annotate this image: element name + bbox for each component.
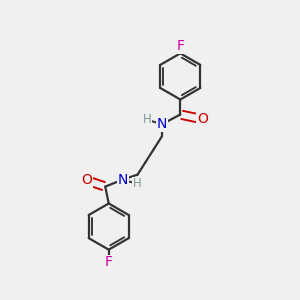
Text: O: O [197,112,208,126]
Text: H: H [133,177,142,190]
Text: F: F [105,255,113,269]
Text: H: H [142,113,151,126]
Text: O: O [81,173,92,188]
Text: N: N [117,173,128,187]
Text: N: N [157,117,167,131]
Text: F: F [176,39,184,53]
